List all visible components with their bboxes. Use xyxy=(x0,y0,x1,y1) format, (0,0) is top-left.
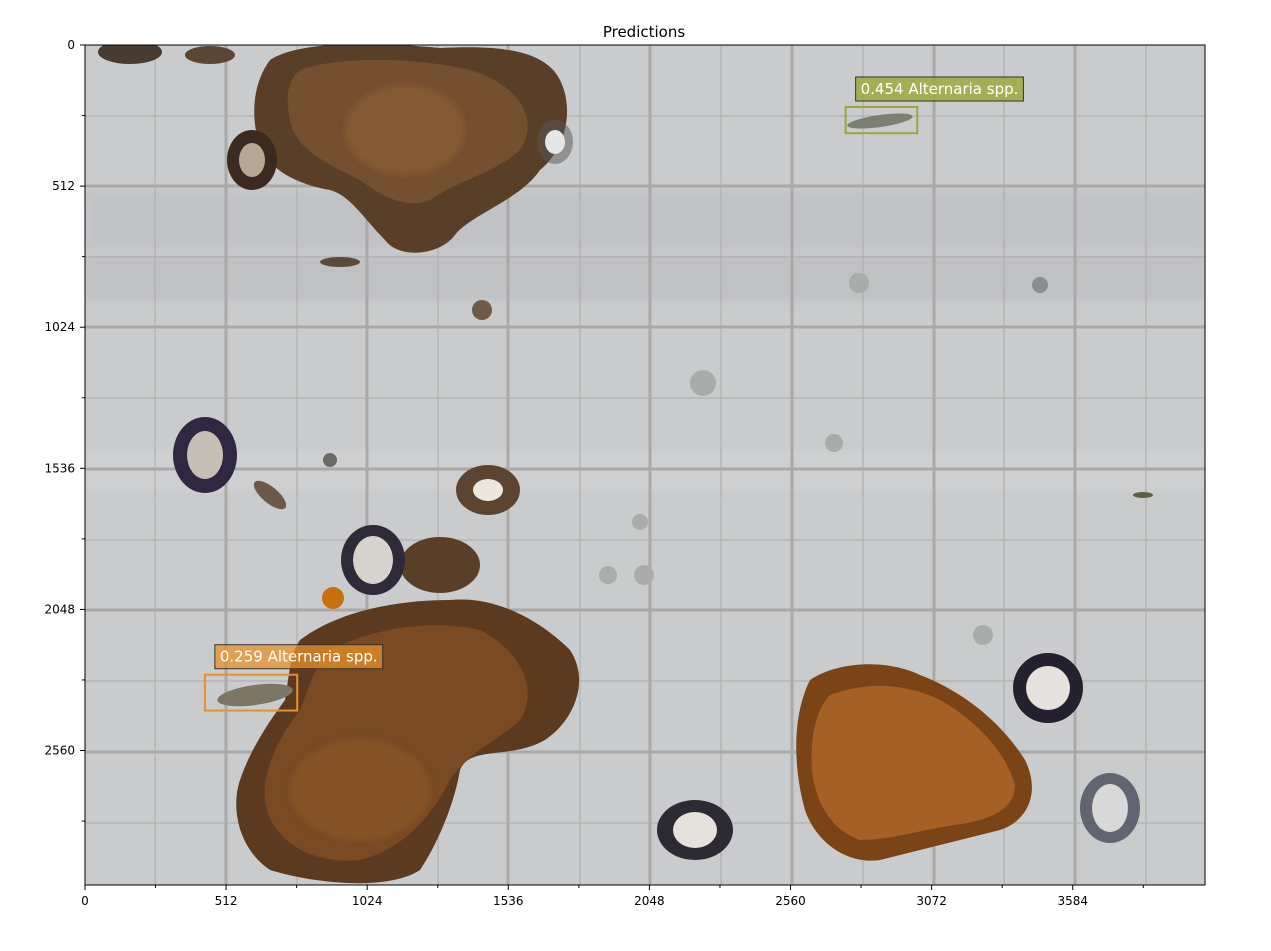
small-particles xyxy=(323,273,1153,645)
detection-box xyxy=(203,673,299,712)
debris-bottom-left xyxy=(173,417,580,884)
x-tick-label: 2560 xyxy=(775,894,806,908)
spore-2 xyxy=(217,683,293,707)
x-tick-label: 512 xyxy=(215,894,238,908)
y-tick-label: 1024 xyxy=(44,320,75,334)
detection-label-bg xyxy=(855,76,1024,102)
x-tick-label: 3584 xyxy=(1057,894,1088,908)
detection-2: 0.259 Alternaria spp. xyxy=(203,644,384,712)
y-tick-label: 1536 xyxy=(44,461,75,475)
detection-label: 0.259 Alternaria spp. xyxy=(220,648,378,666)
chamber-grid xyxy=(85,45,1205,885)
x-tick-label: 3072 xyxy=(916,894,947,908)
debris-bottom-right xyxy=(456,465,1140,861)
detection-box xyxy=(844,106,919,135)
x-tick-label: 1024 xyxy=(352,894,383,908)
x-tick-label: 2048 xyxy=(634,894,665,908)
spore-1 xyxy=(847,113,913,129)
y-tick-label: 512 xyxy=(52,179,75,193)
x-tick-label: 1536 xyxy=(493,894,524,908)
y-tick-label: 2560 xyxy=(44,744,75,758)
y-axis: 0 512 1024 1536 2048 2560 xyxy=(44,38,85,822)
y-tick-label: 2048 xyxy=(44,602,75,616)
detection-1: 0.454 Alternaria spp. xyxy=(844,76,1024,135)
x-tick-label: 0 xyxy=(81,894,89,908)
microscope-image: 0.454 Alternaria spp. 0.259 Alternaria s… xyxy=(85,45,1205,885)
axes-frame xyxy=(84,44,1206,886)
debris-top xyxy=(98,45,573,267)
detection-label-bg xyxy=(214,644,384,670)
detection-label: 0.454 Alternaria spp. xyxy=(861,80,1019,98)
x-axis: 0 512 1024 1536 2048 2560 3072 3584 xyxy=(81,885,1144,908)
y-tick-label: 0 xyxy=(67,38,75,52)
chart-title: Predictions xyxy=(603,23,686,41)
